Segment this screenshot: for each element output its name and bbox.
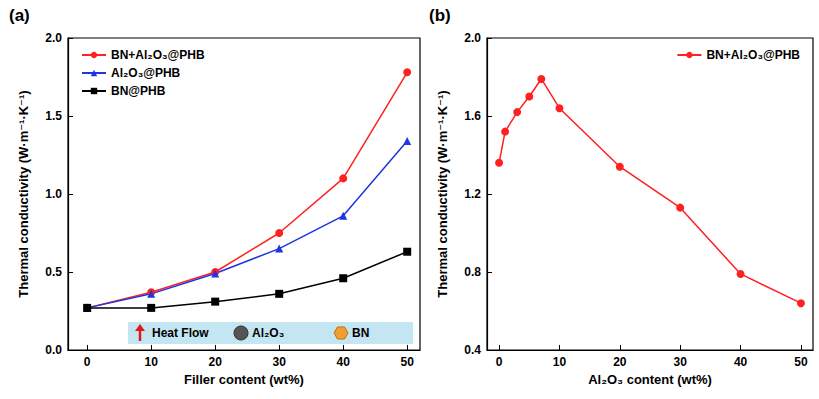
svg-text:0: 0 (496, 355, 503, 369)
svg-text:1.2: 1.2 (464, 187, 481, 201)
svg-text:1.6: 1.6 (464, 109, 481, 123)
svg-text:2.0: 2.0 (45, 31, 62, 45)
svg-text:Heat Flow: Heat Flow (152, 326, 209, 340)
svg-text:10: 10 (553, 355, 567, 369)
svg-text:50: 50 (794, 355, 808, 369)
svg-text:20: 20 (613, 355, 627, 369)
svg-text:Thermal conductivity (W·m⁻¹·K⁻: Thermal conductivity (W·m⁻¹·K⁻¹) (435, 90, 450, 297)
svg-text:BN@PHB: BN@PHB (111, 84, 166, 98)
svg-text:30: 30 (674, 355, 688, 369)
svg-text:Thermal conductivity (W·m⁻¹·K⁻: Thermal conductivity (W·m⁻¹·K⁻¹) (16, 90, 31, 297)
svg-text:1.5: 1.5 (45, 109, 62, 123)
svg-text:Al₂O₃: Al₂O₃ (252, 326, 284, 340)
svg-text:1.0: 1.0 (45, 187, 62, 201)
svg-text:20: 20 (209, 355, 223, 369)
svg-text:0.8: 0.8 (464, 265, 481, 279)
svg-text:50: 50 (401, 355, 415, 369)
svg-text:Al₂O₃ content (wt%): Al₂O₃ content (wt%) (588, 372, 712, 387)
svg-text:Al₂O₃@PHB: Al₂O₃@PHB (111, 66, 181, 80)
svg-text:BN+Al₂O₃@PHB: BN+Al₂O₃@PHB (111, 48, 205, 62)
svg-text:BN+Al₂O₃@PHB: BN+Al₂O₃@PHB (706, 48, 800, 62)
svg-text:2.0: 2.0 (464, 31, 481, 45)
svg-text:0.5: 0.5 (45, 265, 62, 279)
svg-text:10: 10 (145, 355, 159, 369)
svg-text:30: 30 (273, 355, 287, 369)
svg-text:0: 0 (84, 355, 91, 369)
svg-text:(a): (a) (9, 6, 30, 25)
svg-text:40: 40 (734, 355, 748, 369)
svg-text:0.0: 0.0 (45, 343, 62, 357)
svg-text:Filler content (wt%): Filler content (wt%) (184, 372, 304, 387)
svg-text:BN: BN (352, 326, 369, 340)
svg-text:(b): (b) (429, 6, 451, 25)
svg-text:40: 40 (337, 355, 351, 369)
svg-text:0.4: 0.4 (464, 343, 481, 357)
